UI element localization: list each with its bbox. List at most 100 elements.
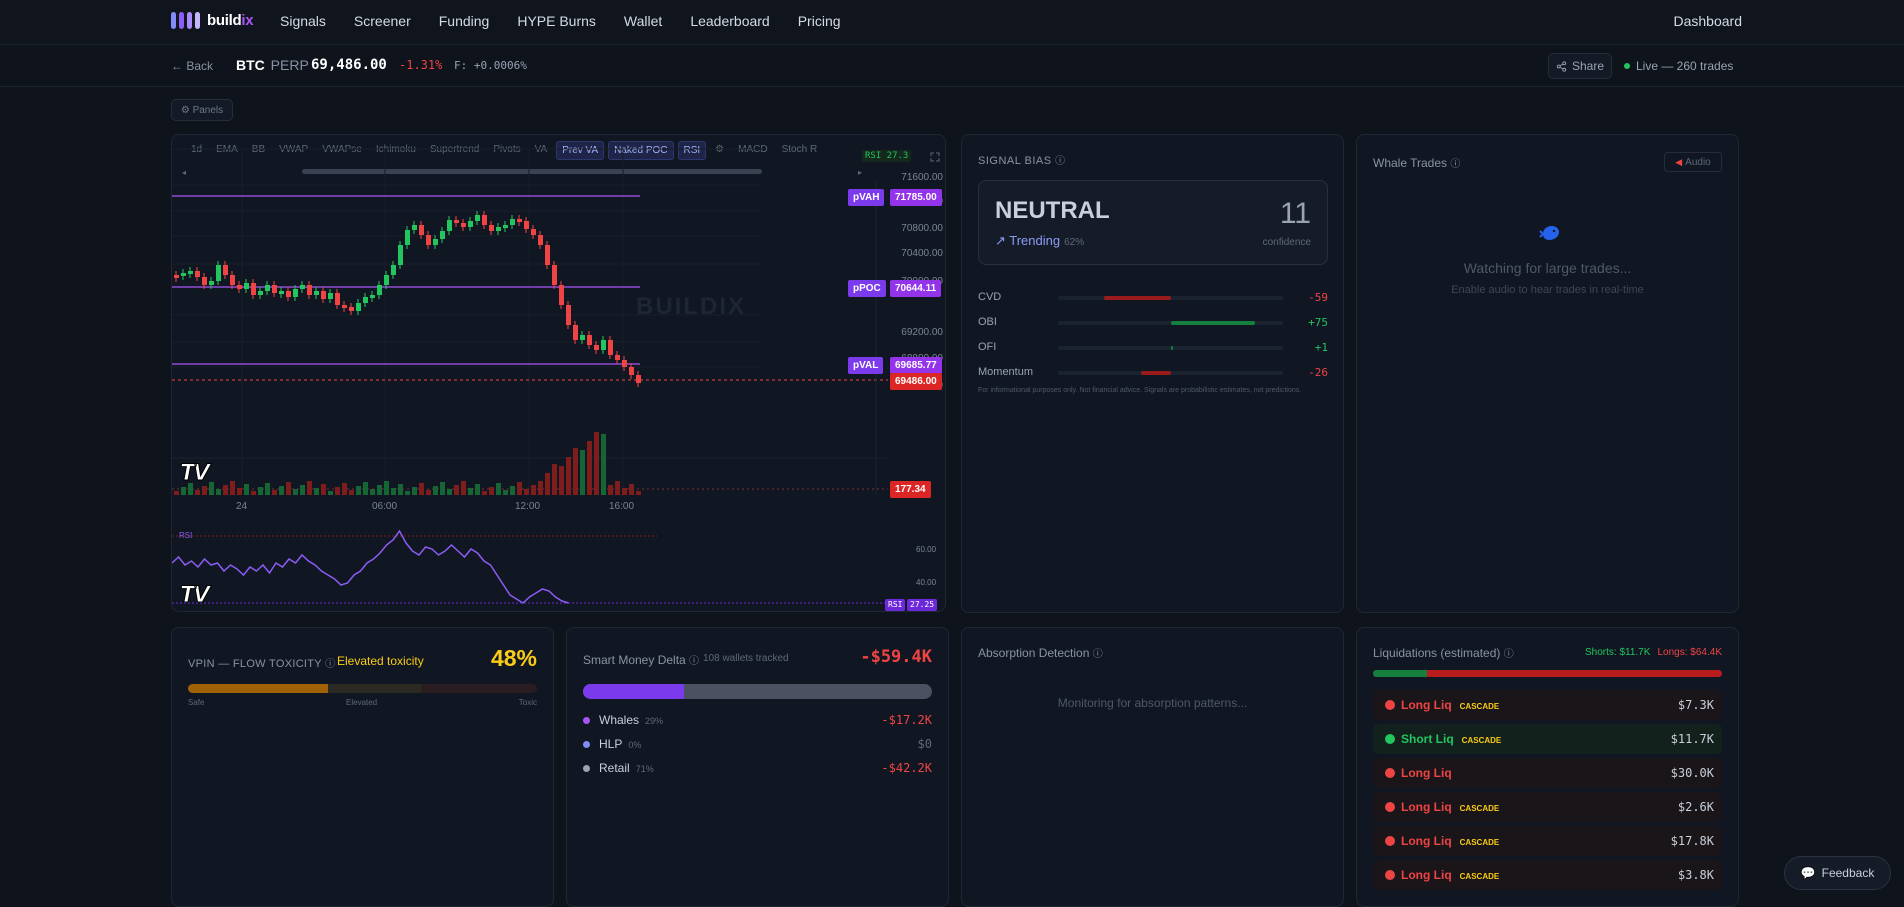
watermark: BUILDIX bbox=[636, 293, 746, 320]
candle-body bbox=[419, 225, 424, 235]
rsi-axis-40: 40.00 bbox=[916, 578, 937, 587]
info-icon[interactable]: ⓘ bbox=[325, 659, 336, 670]
volume-bar bbox=[181, 487, 186, 495]
candle-body bbox=[181, 273, 186, 276]
toolbar-scroll-thumb[interactable] bbox=[302, 169, 762, 174]
volume-bar bbox=[377, 485, 382, 495]
nav-dashboard[interactable]: Dashboard bbox=[1673, 13, 1743, 29]
back-link[interactable]: ← Back bbox=[171, 59, 214, 73]
candle-body bbox=[629, 367, 634, 375]
candle-body bbox=[489, 225, 494, 231]
candle-body bbox=[580, 335, 585, 340]
nav-screener[interactable]: Screener bbox=[353, 13, 411, 29]
candle-body bbox=[286, 291, 291, 297]
nav-funding[interactable]: Funding bbox=[438, 13, 490, 29]
volume-bar bbox=[279, 486, 284, 495]
indicator-11[interactable]: RSI bbox=[677, 141, 707, 160]
disclaimer: For informational purposes only. Not fin… bbox=[978, 387, 1302, 394]
volume-bar bbox=[328, 491, 333, 495]
legend-dot-icon bbox=[583, 717, 590, 724]
info-icon[interactable]: ⓘ bbox=[1503, 649, 1514, 660]
liq-dot-icon bbox=[1385, 700, 1395, 710]
volume-bar bbox=[405, 491, 410, 495]
liq-value: $17.8K bbox=[1670, 834, 1714, 848]
liquidation-row[interactable]: Short Liq CASCADE $11.7K bbox=[1373, 724, 1722, 754]
candle-body bbox=[440, 231, 445, 239]
candle-body bbox=[622, 360, 627, 367]
indicator-9[interactable]: Prev VA bbox=[556, 141, 605, 160]
live-dot-icon bbox=[1624, 63, 1630, 69]
candle-body bbox=[454, 220, 459, 223]
candle-body bbox=[342, 305, 347, 308]
volume-bar bbox=[601, 434, 606, 495]
candle-body bbox=[174, 275, 179, 278]
fullscreen-icon[interactable] bbox=[930, 152, 940, 162]
info-icon[interactable]: ⓘ bbox=[1092, 649, 1103, 660]
candle-body bbox=[377, 285, 382, 295]
volume-bar bbox=[447, 489, 452, 495]
indicator-14[interactable]: Stoch R bbox=[781, 144, 818, 155]
candle-body bbox=[447, 220, 452, 231]
smart-money-value: -$59.4K bbox=[860, 647, 932, 667]
nav-signals[interactable]: Signals bbox=[280, 13, 326, 29]
panels-button[interactable]: ⚙ Panels bbox=[171, 99, 233, 121]
signal-bias-panel: SIGNAL BIAS ⓘ NEUTRAL ↗ Trending 62% 11 c… bbox=[961, 134, 1344, 613]
liquidation-row[interactable]: Long Liq CASCADE $17.8K bbox=[1373, 826, 1722, 856]
meter-momentum: Momentum -26 bbox=[978, 365, 1328, 381]
nav-pricing[interactable]: Pricing bbox=[797, 13, 841, 29]
volume-bar bbox=[503, 490, 508, 495]
pval-value: 69685.77 bbox=[890, 357, 942, 374]
candle-body bbox=[321, 291, 326, 299]
volume-bar bbox=[237, 488, 242, 495]
volume-bar bbox=[293, 489, 298, 495]
volume-bar bbox=[209, 482, 214, 495]
indicator-10[interactable]: Naked POC bbox=[608, 141, 674, 160]
feedback-button[interactable]: 💬 Feedback bbox=[1784, 856, 1891, 890]
liq-value: $30.0K bbox=[1670, 766, 1714, 780]
volume-bar bbox=[496, 483, 501, 495]
info-icon[interactable]: ⓘ bbox=[1055, 156, 1066, 167]
share-button[interactable]: Share bbox=[1548, 53, 1612, 79]
candle-body bbox=[433, 239, 438, 245]
volume-bar bbox=[454, 485, 459, 495]
volume-bar bbox=[244, 484, 249, 495]
cascade-badge: CASCADE bbox=[1459, 838, 1500, 847]
meter-fill bbox=[1141, 371, 1171, 375]
candle-body bbox=[363, 297, 368, 303]
candle-body bbox=[545, 245, 550, 265]
info-icon[interactable]: ⓘ bbox=[1450, 159, 1461, 170]
liq-dot-icon bbox=[1385, 870, 1395, 880]
ppoc-value: 70644.11 bbox=[890, 280, 942, 297]
volume-bar bbox=[349, 490, 354, 495]
candle-body bbox=[468, 221, 473, 227]
tradingview-logo-rsi: TV bbox=[179, 583, 210, 609]
logo[interactable]: buildix bbox=[171, 12, 254, 29]
liquidation-row[interactable]: Long Liq CASCADE $2.6K bbox=[1373, 792, 1722, 822]
nav-leaderboard[interactable]: Leaderboard bbox=[690, 13, 770, 29]
audio-toggle[interactable]: ◀ Audio bbox=[1664, 152, 1722, 172]
short-share-fill bbox=[1373, 670, 1427, 677]
toolbar-scrollbar[interactable]: ◂ ▸ bbox=[182, 168, 862, 177]
info-icon[interactable]: ⓘ bbox=[689, 656, 700, 667]
liq-dot-icon bbox=[1385, 734, 1395, 744]
liquidation-row[interactable]: Long Liq CASCADE $3.8K bbox=[1373, 860, 1722, 890]
row-pct: 0% bbox=[628, 740, 642, 750]
row-pct: 71% bbox=[635, 764, 654, 774]
smart-money-row: HLP 0% $0 bbox=[583, 737, 932, 753]
candle-body bbox=[272, 285, 277, 293]
liquidation-row[interactable]: Long Liq $30.0K bbox=[1373, 758, 1722, 788]
volume-bar bbox=[629, 484, 634, 495]
liq-value: $7.3K bbox=[1677, 698, 1714, 712]
volume-bar bbox=[615, 481, 620, 495]
whale-watching-text: Watching for large trades... bbox=[1463, 260, 1632, 276]
nav-hype-burns[interactable]: HYPE Burns bbox=[517, 13, 596, 29]
candle-body bbox=[496, 227, 501, 231]
tradingview-logo: TV bbox=[179, 461, 210, 487]
candlestick-chart[interactable] bbox=[172, 135, 947, 613]
liquidation-row[interactable]: Long Liq CASCADE $7.3K bbox=[1373, 690, 1722, 720]
candle-body bbox=[279, 291, 284, 294]
candle-body bbox=[307, 285, 312, 295]
volume-bar bbox=[370, 489, 375, 495]
liq-value: $2.6K bbox=[1677, 800, 1714, 814]
nav-wallet[interactable]: Wallet bbox=[623, 13, 663, 29]
